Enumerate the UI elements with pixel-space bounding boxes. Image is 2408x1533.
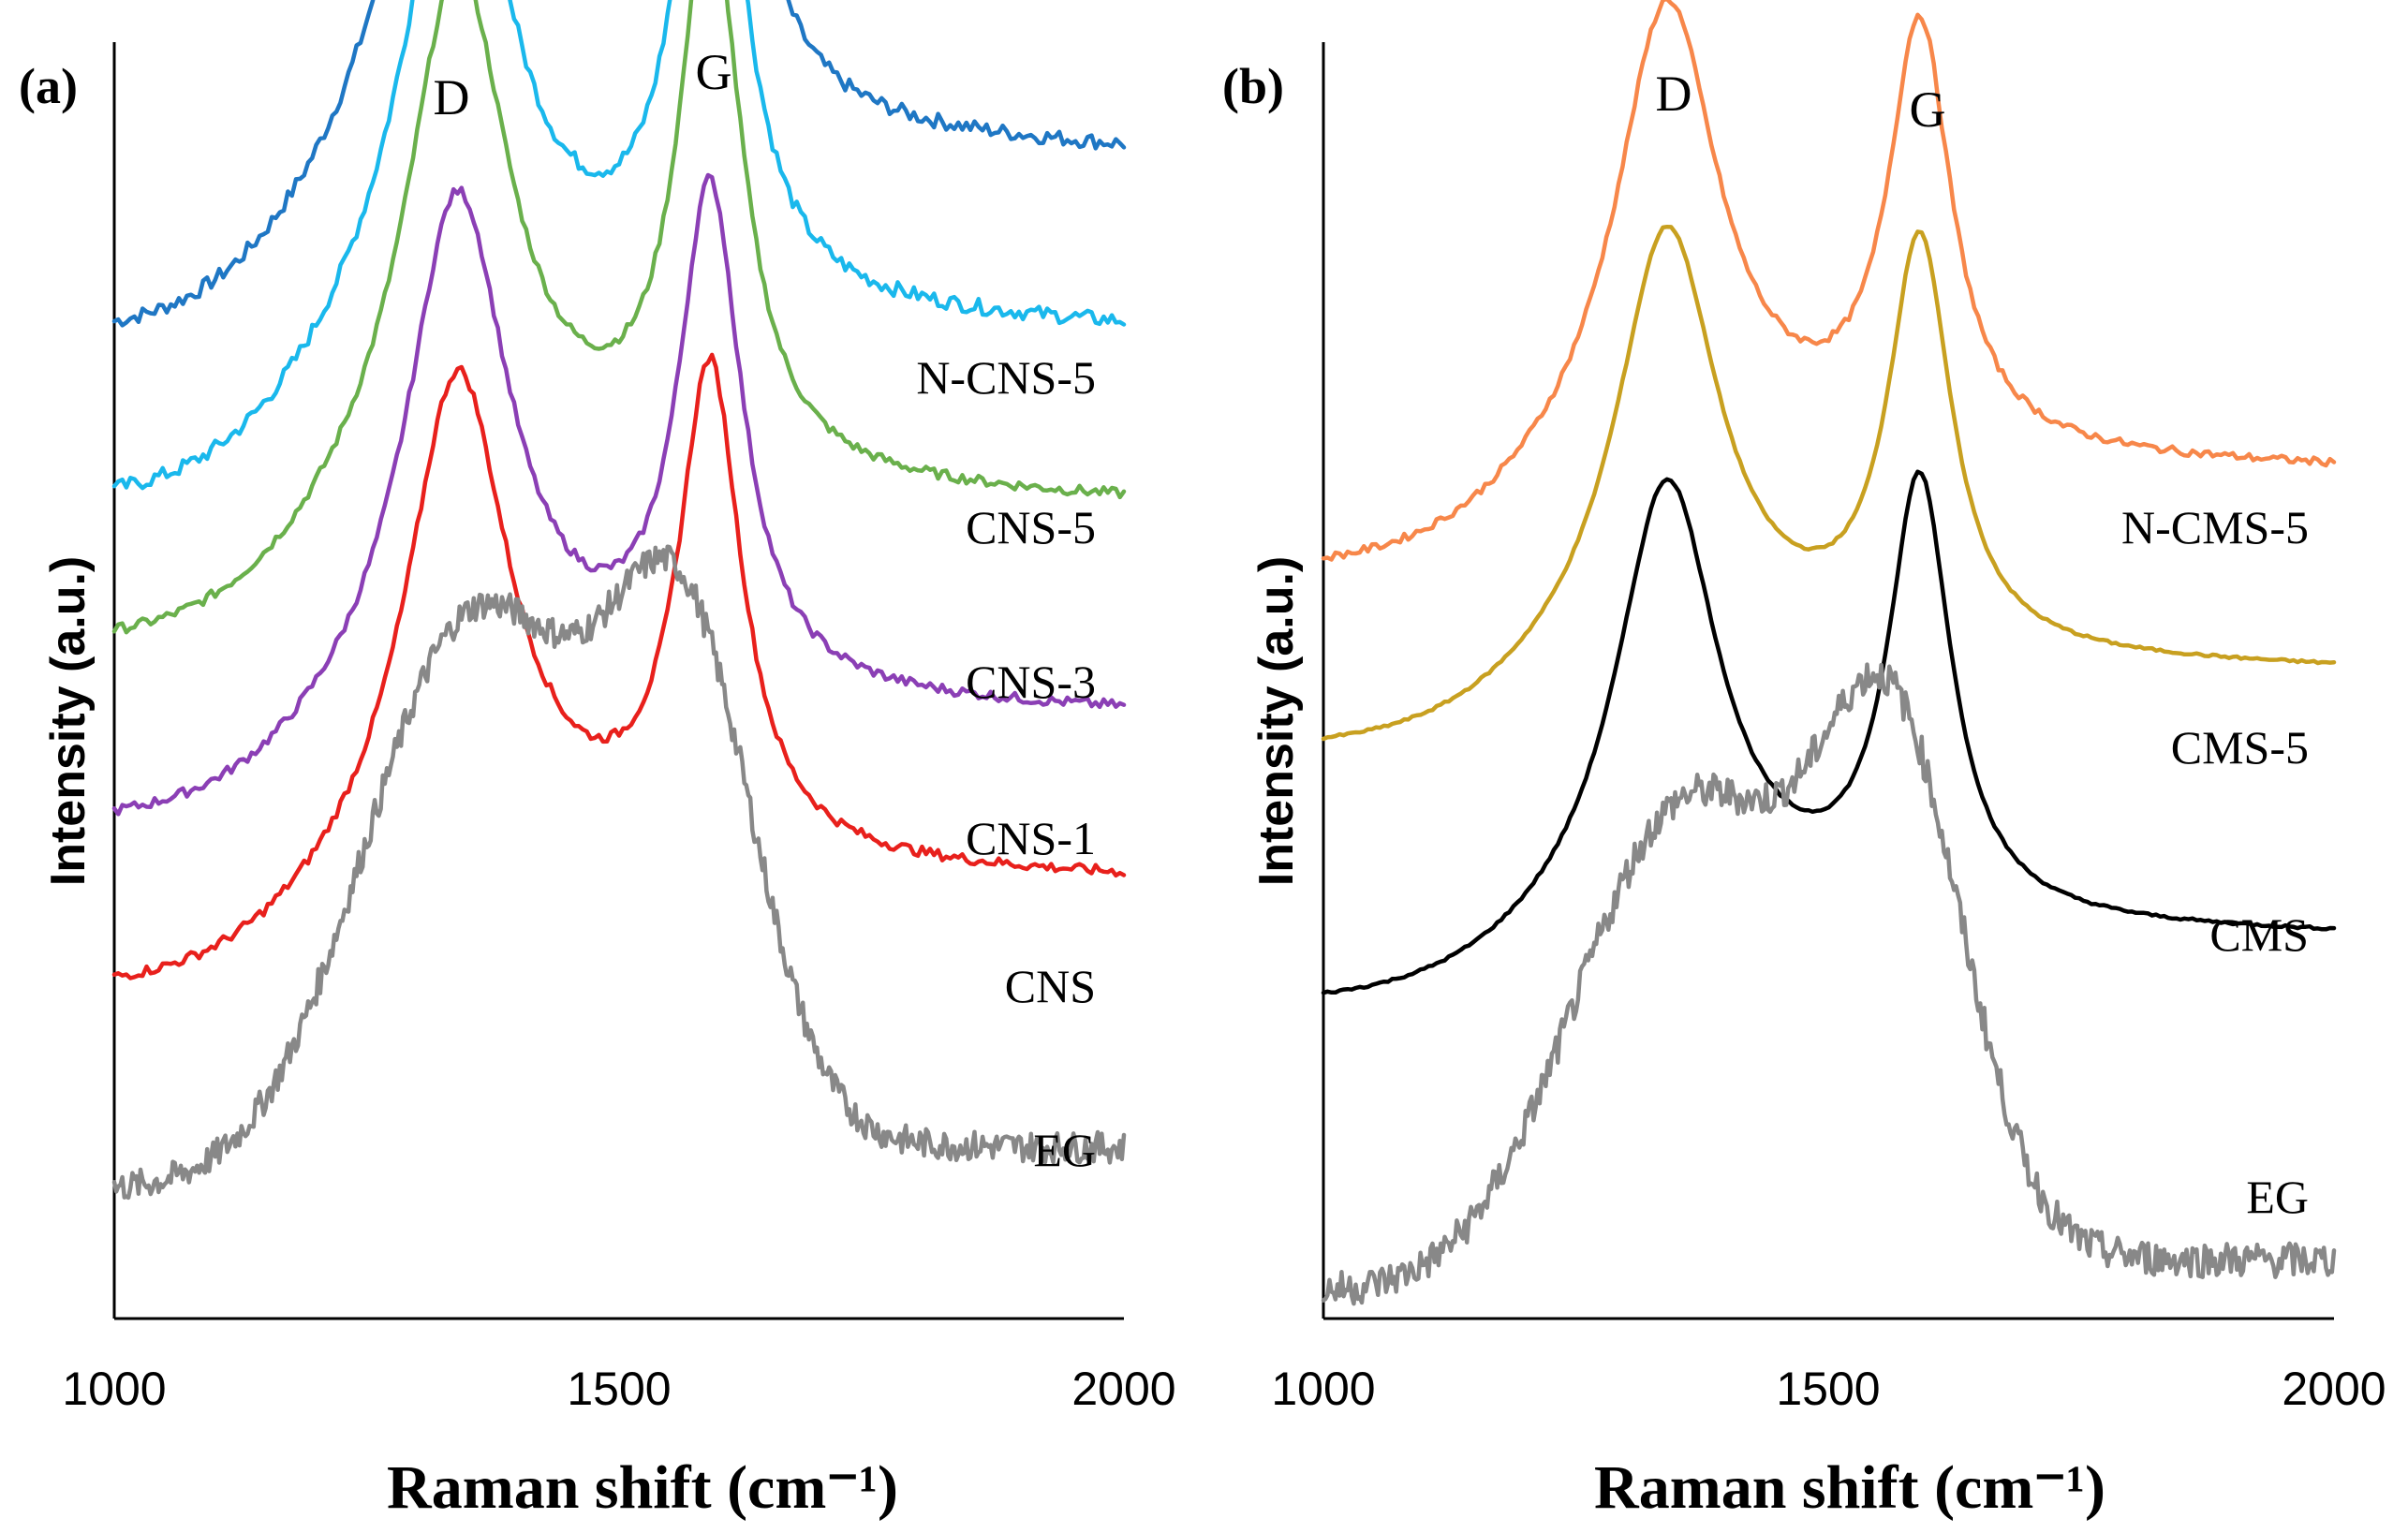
panel-b-x-tick-1000: 1000 [1271,1363,1375,1415]
panel-a-label: (a) [19,58,78,114]
panel-b-y-axis-title: Intensity (a.u.) [1249,556,1304,886]
panel-a-peak-d-label: D [434,69,470,125]
panel-b-spectrum-eg [1321,662,2337,1306]
panel-b-x-tick-2000: 2000 [2282,1363,2386,1415]
panel-b-peak-g-label: G [1910,81,1946,138]
panel-a-x-tick-2000: 2000 [1071,1363,1175,1415]
panel-a-x-tick-1500: 1500 [567,1363,671,1415]
panel-a-spectrum-eg [111,544,1127,1201]
panel-b-spectra [1321,0,2337,1306]
panel-a-series-label-eg: EG [1033,1124,1096,1176]
panel-a-series-label-cns-5: CNS-5 [966,501,1096,553]
panel-b-label: (b) [1222,58,1284,114]
panel-b-spectrum-cms-5 [1321,224,2337,742]
panel-a-series-label-cns-1: CNS-1 [966,812,1096,864]
panel-a: (a) Intensity (a.u.) 1000 1500 2000 Rama… [19,0,1176,1522]
panel-a-spectrum-cns [111,352,1127,980]
panel-a-spectrum-cns-5 [111,0,1127,491]
panel-a-spectrum-cns-1 [111,172,1127,817]
panel-b-spectrum-n-cms-5 [1321,0,2337,562]
panel-a-series-label-cns-3: CNS-3 [966,656,1096,708]
panel-a-x-tick-1000: 1000 [62,1363,166,1415]
panel-a-spectra [111,0,1127,1201]
panel-a-x-axis-title: Raman shift (cm⁻¹) [387,1453,898,1522]
panel-b: (b) Intensity (a.u.) 1000 1500 2000 Rama… [1222,0,2386,1522]
panel-a-series-label-n-cns-5: N-CNS-5 [916,351,1096,404]
panel-a-peak-g-label: G [696,44,732,100]
panel-b-x-axis-title: Raman shift (cm⁻¹) [1594,1453,2105,1522]
panel-b-series-label-eg: EG [2246,1171,2309,1223]
panel-a-series-label-cns: CNS [1005,960,1096,1012]
panel-b-x-tick-1500: 1500 [1776,1363,1880,1415]
panel-b-series-label-cms: CMS [2209,908,2309,961]
panel-b-series-label-cms-5: CMS-5 [2171,721,2309,774]
panel-a-spectrum-n-cns-5 [111,0,1127,328]
panel-a-y-axis-title: Intensity (a.u.) [41,556,96,886]
panel-a-spectrum-cns-3 [111,0,1127,635]
panel-b-series-label-n-cms-5: N-CMS-5 [2121,501,2309,553]
panel-b-spectrum-cms [1321,469,2337,995]
panel-b-peak-d-label: D [1656,66,1692,122]
